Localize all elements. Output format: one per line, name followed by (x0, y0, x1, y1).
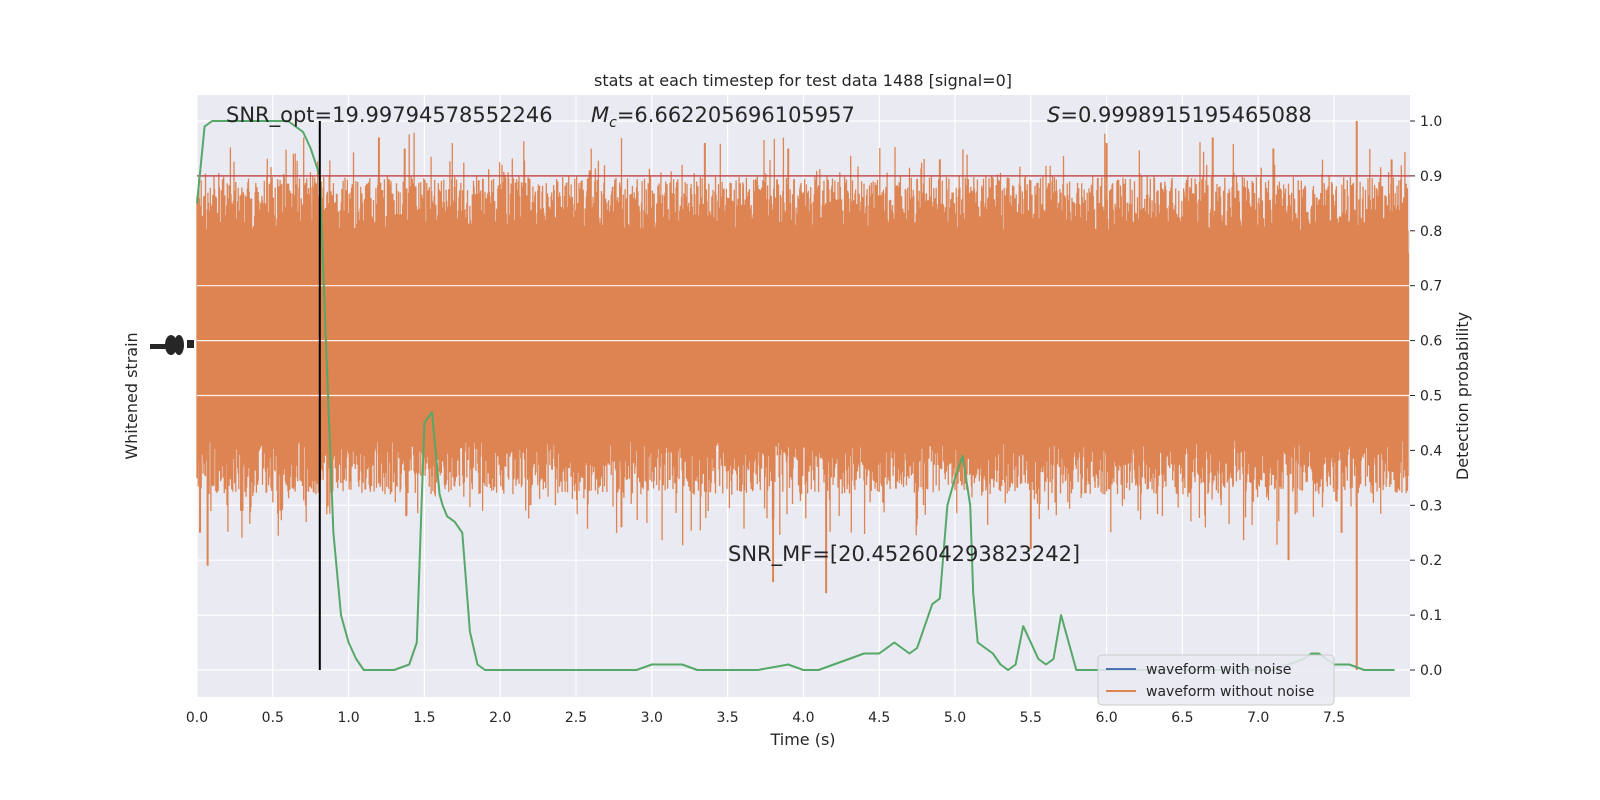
right-tick-label: 0.5 (1420, 389, 1442, 405)
x-tick-label: 2.0 (489, 710, 511, 726)
x-tick-label: 4.5 (868, 710, 890, 726)
x-axis-title: Time (s) (769, 730, 835, 749)
x-tick-label: 4.0 (792, 710, 814, 726)
right-tick-label: 0.1 (1420, 608, 1442, 624)
legend-label-without-noise: waveform without noise (1146, 684, 1314, 700)
right-tick-label: 0.0 (1420, 663, 1442, 679)
x-tick-label: 3.0 (641, 710, 663, 726)
x-axis-ticks: 0.0 0.5 1.0 1.5 2.0 2.5 3.0 3.5 4.0 4.5 5.0 5.5 6.0 6… (186, 710, 1345, 726)
mc-value: =6.662205696105957 (617, 103, 855, 127)
x-tick-label: 0.0 (186, 710, 208, 726)
x-tick-label: 6.5 (1171, 710, 1193, 726)
x-tick-label: 5.5 (1020, 710, 1042, 726)
x-tick-label: 5.0 (944, 710, 966, 726)
s-symbol: S (1047, 103, 1060, 127)
x-tick-label: 6.0 (1095, 710, 1117, 726)
mc-subscript: c (609, 115, 617, 131)
legend-label-with-noise: waveform with noise (1146, 662, 1291, 678)
x-tick-label: 7.5 (1323, 710, 1345, 726)
right-tick-label: 0.7 (1420, 279, 1442, 295)
x-tick-label: 1.5 (413, 710, 435, 726)
annotation-snr-mf: SNR_MF=[20.452604293823242] (728, 542, 1080, 567)
annotation-snr-opt: SNR_opt=19.99794578552246 (226, 103, 553, 128)
right-axis-title: Detection probability (1453, 312, 1472, 480)
annotation-chirp-mass: Mc=6.662205696105957 (591, 103, 855, 131)
x-tick-label: 1.0 (337, 710, 359, 726)
x-tick-label: 2.5 (565, 710, 587, 726)
left-axis-marker (150, 335, 194, 355)
right-tick-label: 1.0 (1420, 114, 1442, 130)
right-axis-ticks: 0.0 0.1 0.2 0.3 0.4 0.5 0.6 0.7 0.8 0.9 1.0 (1410, 114, 1442, 679)
probability-line (196, 120, 1395, 671)
legend-box (1097, 654, 1335, 706)
s-value: =0.9998915195465088 (1060, 103, 1311, 127)
annotation-s: S=0.9998915195465088 (1047, 103, 1312, 127)
right-tick-label: 0.6 (1420, 334, 1442, 350)
series-waveform-without-noise (196, 121, 1410, 670)
right-tick-label: 0.3 (1420, 498, 1442, 514)
right-tick-label: 0.9 (1420, 169, 1442, 185)
left-tick-blob (150, 344, 166, 349)
x-tick-label: 7.0 (1247, 710, 1269, 726)
left-tick-blob (187, 340, 194, 348)
left-axis-title: Whitened strain (122, 332, 141, 459)
legend: waveform with noise waveform without noi… (1097, 654, 1335, 706)
left-tick-blob (174, 335, 184, 355)
x-tick-label: 3.5 (716, 710, 738, 726)
chart-title: stats at each timestep for test data 148… (594, 71, 1012, 90)
right-tick-label: 0.4 (1420, 443, 1442, 459)
right-tick-label: 0.8 (1420, 224, 1442, 240)
series-detection-probability (196, 120, 1395, 671)
x-tick-label: 0.5 (262, 710, 284, 726)
left-tick-blob (165, 335, 177, 355)
mc-symbol: M (591, 103, 609, 127)
right-tick-label: 0.2 (1420, 553, 1442, 569)
